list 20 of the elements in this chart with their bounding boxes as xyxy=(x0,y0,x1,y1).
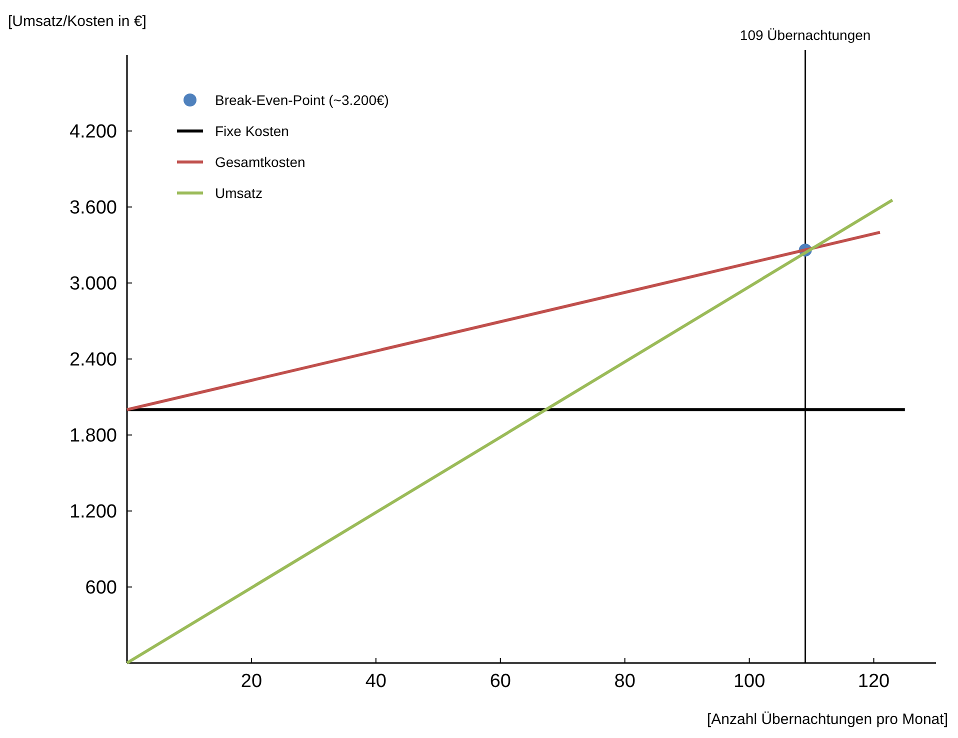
x-tick-label: 80 xyxy=(614,671,636,692)
x-tick-label: 60 xyxy=(490,671,511,692)
ref-line-label: 109 Übernachtungen xyxy=(740,27,871,43)
y-tick-label: 2.400 xyxy=(69,350,117,371)
y-tick-label: 3.600 xyxy=(69,198,117,219)
legend-label: Fixe Kosten xyxy=(215,122,289,139)
y-tick-label: 1.800 xyxy=(69,426,117,447)
y-tick-label: 4.200 xyxy=(69,122,117,143)
x-tick-label: 120 xyxy=(858,671,890,692)
legend-label: Break-Even-Point (~3.200€) xyxy=(215,92,389,108)
y-tick-label: 1.200 xyxy=(69,502,117,523)
y-tick-label: 3.000 xyxy=(69,274,117,295)
x-tick-label: 40 xyxy=(365,671,386,692)
x-tick-label: 20 xyxy=(240,671,262,692)
legend-label: Umsatz xyxy=(215,184,262,201)
x-axis-title: [Anzahl Übernachtungen pro Monat] xyxy=(707,711,948,728)
y-tick-label: 600 xyxy=(85,578,117,599)
x-tick-label: 100 xyxy=(733,671,766,692)
legend-label: Gesamtkosten xyxy=(215,154,306,170)
y-axis-title: [Umsatz/Kosten in €] xyxy=(8,13,146,30)
